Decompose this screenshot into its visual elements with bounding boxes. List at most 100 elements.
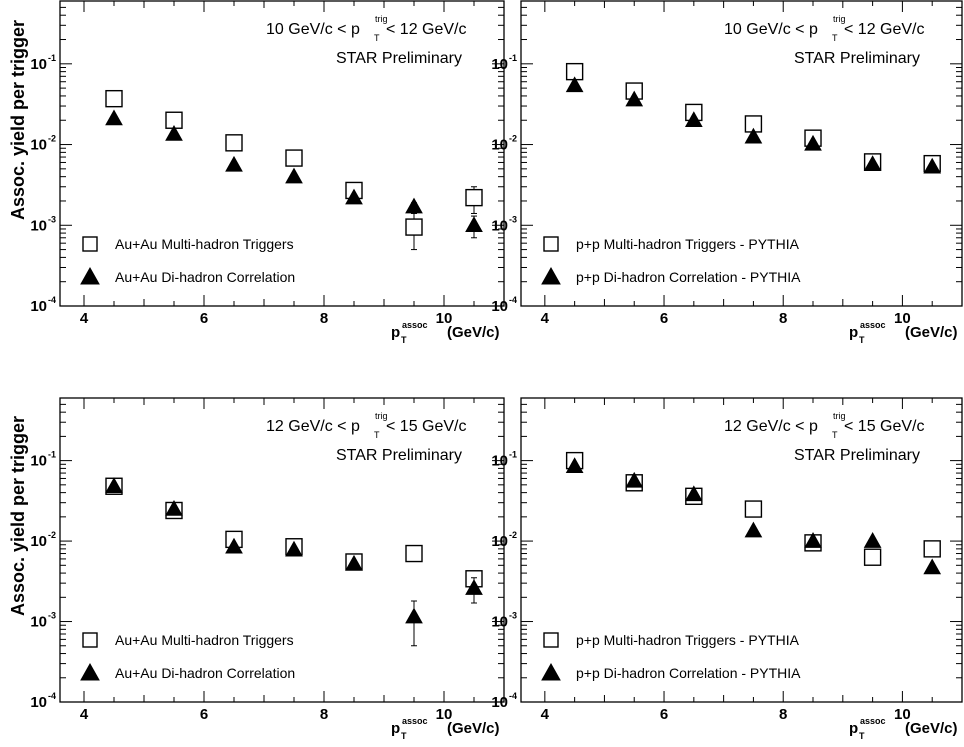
series-dihadron [565,457,942,575]
data-point-triangle [565,457,584,474]
x-axis-label-sup: assoc [402,320,428,330]
y-tick-label: 10 -3 [30,611,56,631]
series-multihadron [105,477,483,588]
x-axis-label-sub: T [859,335,865,345]
y-tick-label-base: 10 [30,137,47,154]
legend: Au+Au Multi-hadron Triggers Au+Au Di-hadr… [80,236,295,285]
trigger-range-sup: trig [833,14,846,24]
y-tick-label-base: 10 [30,56,47,73]
trigger-range-right: < 15 GeV/c [386,418,467,435]
x-axis-label-p: p [849,720,858,737]
series-multihadron [565,451,941,566]
data-point-square [405,544,423,563]
x-axis-label: p assoc T (GeV/c) [391,320,500,345]
legend-square-marker [82,632,98,648]
x-axis-label-sup: assoc [402,716,428,726]
y-tick-label: 10 -3 [491,611,517,631]
data-point-triangle [225,537,243,554]
data-point-triangle [923,558,942,575]
x-axis-label-unit: (GeV/c) [905,720,958,737]
legend-triangle-marker [541,266,561,285]
x-tick-label: 4 [541,706,550,723]
y-tick-label-base: 10 [491,694,508,711]
x-tick-label: 8 [779,706,787,723]
x-axis-label-p: p [849,324,858,341]
y-tick-label: 10 -2 [491,530,517,550]
x-tick-label: 10 [436,310,453,327]
series-dihadron [105,109,483,239]
x-tick-label: 6 [660,310,668,327]
y-tick-label-base: 10 [491,137,508,154]
plot-frame [520,397,963,703]
x-tick-label: 6 [660,706,668,723]
y-tick-label: 10 -2 [30,530,56,550]
x-axis-label-sub: T [401,731,407,741]
y-tick-label-exponent: -3 [48,214,56,224]
y-tick-label-exponent: -4 [509,691,517,701]
legend-label-multihadron: Au+Au Multi-hadron Triggers [115,632,294,648]
y-tick-label: 10 -3 [30,214,56,234]
y-tick-label-base: 10 [30,533,47,550]
x-axis-label-unit: (GeV/c) [905,324,958,341]
y-tick-label-base: 10 [491,298,508,315]
x-tick-label: 4 [80,310,89,327]
data-point-triangle [804,134,822,151]
x-tick-label: 6 [200,706,208,723]
y-tick-label-base: 10 [30,298,47,315]
data-point-triangle [923,157,942,174]
plot-frame [59,397,505,703]
y-tick-label-base: 10 [491,56,508,73]
y-tick-label-base: 10 [30,453,47,470]
data-point-triangle [405,607,423,624]
y-tick-label-base: 10 [491,614,508,631]
data-point-triangle [863,532,882,548]
legend-label-multihadron: p+p Multi-hadron Triggers - PYTHIA [576,632,800,648]
legend-triangle-marker [80,662,100,681]
legend: Au+Au Multi-hadron Triggers Au+Au Di-hadr… [80,632,295,681]
data-point-triangle [105,477,123,494]
y-tick-label-exponent: -1 [509,450,517,460]
data-point-triangle [345,188,363,205]
y-tick-label-base: 10 [491,217,508,234]
x-tick-label: 10 [436,706,453,723]
data-point-triangle [744,521,763,538]
preliminary-label: STAR Preliminary [794,50,920,67]
y-axis-label-top: Assoc. yield per trigger [8,20,28,220]
preliminary-label: STAR Preliminary [794,447,920,464]
y-tick-label: 10 -1 [491,53,517,73]
y-tick-label: 10 -1 [30,53,56,73]
y-tick-label: 10 -4 [30,691,56,711]
x-tick-label: 8 [320,706,328,723]
legend: p+p Multi-hadron Triggers - PYTHIA p+p Di… [541,236,801,285]
data-point-triangle [625,90,644,107]
legend-label-dihadron: Au+Au Di-hadron Correlation [115,269,295,285]
trigger-range-sup: trig [375,14,388,24]
y-tick-label-base: 10 [30,614,47,631]
data-point-square [923,540,941,558]
y-tick-label: 10 -4 [491,691,517,711]
data-point-triangle [625,471,644,488]
trigger-range-sub: T [374,430,380,440]
y-tick-label: 10 -2 [30,134,56,154]
trigger-range-sub: T [832,33,838,43]
y-tick-label-exponent: -2 [509,530,517,540]
trigger-range-left: 12 GeV/c < p [724,418,818,435]
y-tick-label: 10 -1 [491,450,517,470]
data-point-triangle [465,216,483,233]
x-axis-label: p assoc T (GeV/c) [849,320,958,345]
x-tick-label: 10 [894,310,911,327]
y-tick-label-base: 10 [30,694,47,711]
data-point-triangle [345,554,363,571]
trigger-range-right: < 15 GeV/c [844,418,925,435]
data-point-triangle [165,500,183,516]
trigger-range-sup: trig [833,411,846,421]
y-tick-label-base: 10 [491,533,508,550]
trigger-range-label: 10 GeV/c < p trig T < 12 GeV/c [266,14,467,43]
x-axis-label-sup: assoc [860,320,886,330]
data-point-triangle [684,111,703,127]
x-axis-label-p: p [391,324,400,341]
data-point-square [285,149,303,167]
